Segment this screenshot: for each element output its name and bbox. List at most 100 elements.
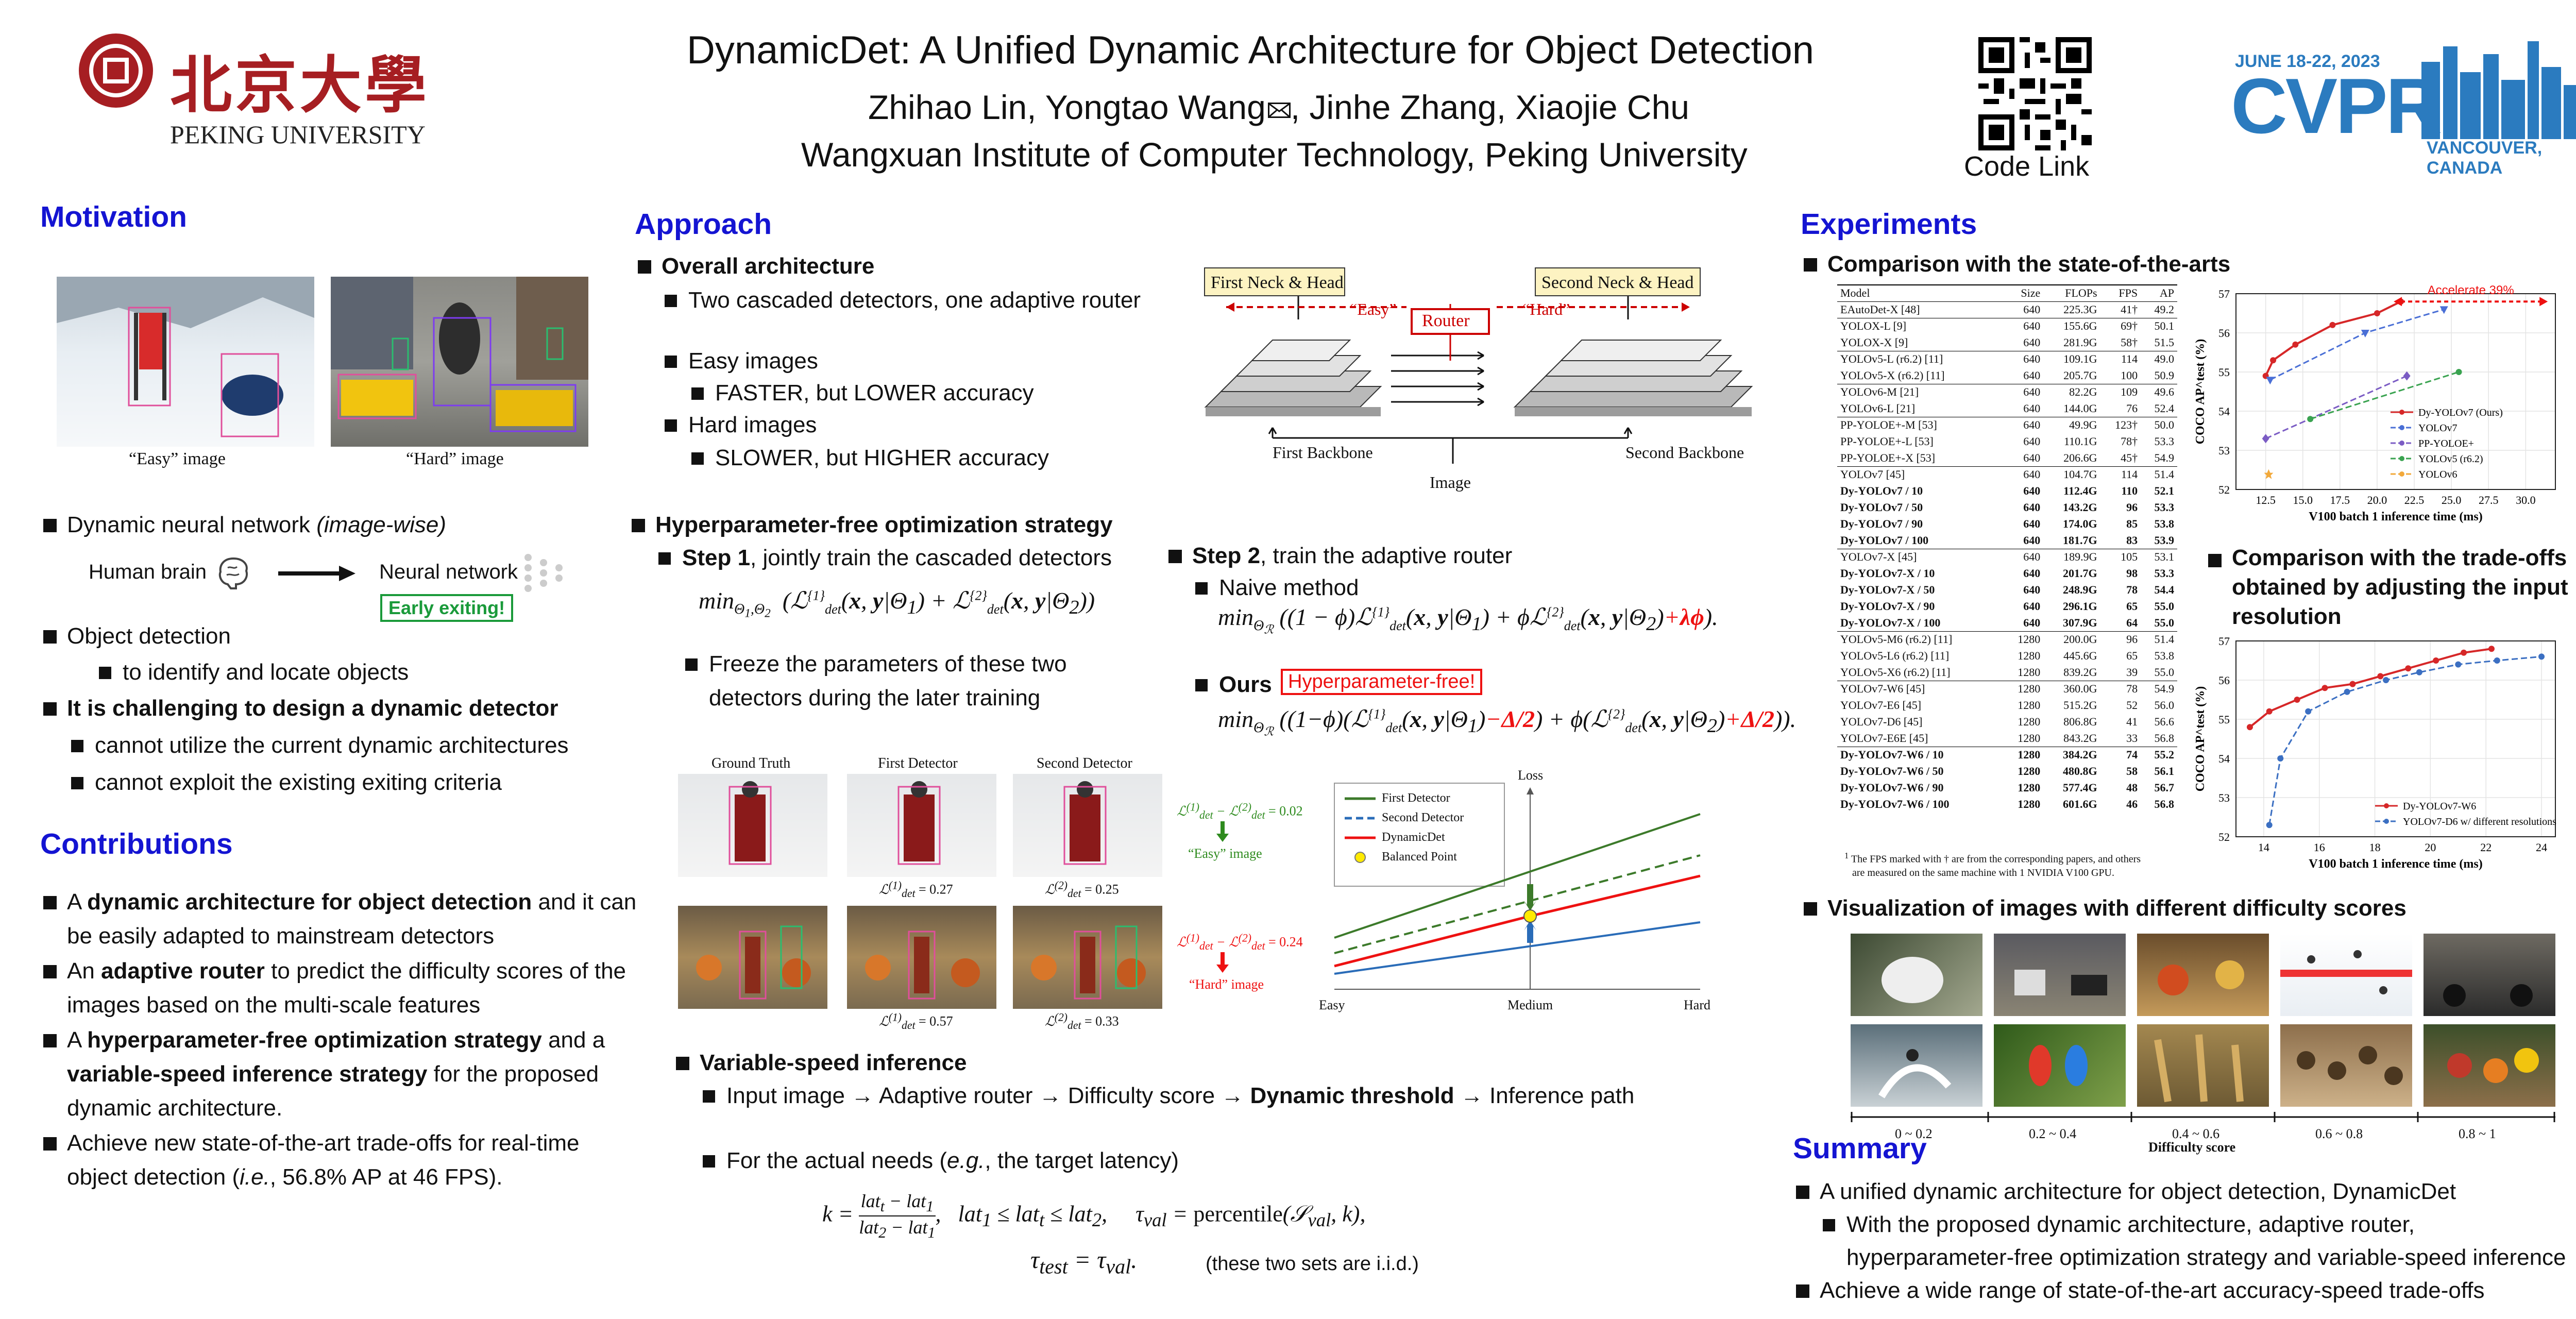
col-size: Size [2003, 284, 2044, 302]
easy-image-caption: “Easy” image [129, 449, 226, 468]
loss-diff-easy: ℒ(1)det − ℒ(2)det = 0.02 [1177, 801, 1303, 821]
table-cell: PP-YOLOE+-M [53] [1837, 416, 2003, 433]
approach-heading: Approach [635, 208, 772, 241]
contribution-2: An adaptive router to predict the diffic… [40, 954, 638, 1022]
table-cell: 384.2G [2043, 746, 2100, 763]
loss-legend-second: Second Detector [1382, 811, 1464, 824]
iid-note: (these two sets are i.i.d.) [1206, 1253, 1419, 1275]
summary-1b: hyperparameter-free optimization strateg… [1846, 1245, 2566, 1270]
table-cell: 50.1 [2141, 317, 2177, 334]
tradeoff-chart: 52 53 54 55 56 57 14 16 18 20 22 24 V100 batch 1 inf… [2179, 631, 2571, 878]
hyperparameter-free-badge: Hyperparameter-free! [1281, 669, 1483, 695]
table-cell: 56.1 [2154, 765, 2175, 777]
table-cell: 58† [2121, 335, 2138, 349]
tau-equation: τtest = τval. [1030, 1246, 1138, 1278]
table-cell: YOLOv7-E6E [45] [1840, 731, 1928, 745]
table-cell: 480.8G [2062, 765, 2097, 777]
contribution-1: A dynamic architecture for object detect… [40, 885, 638, 953]
data-point [2361, 330, 2369, 337]
table-cell: 640 [2023, 533, 2041, 547]
second-backbone-label: Second Backbone [1625, 443, 1744, 462]
y-tick-label: 53 [2218, 444, 2230, 457]
table-cell: 181.7G [2062, 533, 2097, 547]
table-cell: 55.0 [2154, 600, 2175, 613]
table-cell: EAutoDet-X [48] [1837, 301, 2003, 318]
data-point [2439, 306, 2448, 314]
x-tick-label: 17.5 [2330, 494, 2350, 506]
annotation-label: Accelerate 39% [2428, 283, 2514, 297]
code-link[interactable]: Code Link [1964, 151, 2090, 182]
table-row: Dy-YOLOv7 / 50 640 143.2G 96 53.3 [1837, 499, 2177, 516]
easy-image [57, 277, 314, 447]
col-fps: FPS [2100, 284, 2141, 302]
table-cell: 56.6 [2154, 715, 2175, 728]
table-cell: 360.0G [2043, 680, 2100, 697]
table-cell: 640 [2003, 383, 2044, 400]
table-cell: 52.4 [2154, 401, 2175, 415]
x-axis-label: V100 batch 1 inference time (ms) [2309, 857, 2482, 871]
x-axis-label: V100 batch 1 inference time (ms) [2309, 510, 2482, 523]
vsi-pipeline: Input image → Adaptive router → Difficul… [700, 1079, 1634, 1113]
plot-frame [2235, 293, 2556, 490]
table-cell: YOLOv7-X [45] [1837, 548, 2003, 565]
table-row: YOLOv7-W6 [45] 1280 360.0G 78 54.9 [1837, 680, 2177, 697]
y-tick-label: 55 [2218, 366, 2230, 379]
table-cell: YOLOv5-X (r6.2) [11] [1840, 368, 1945, 382]
y-tick-label: 54 [2218, 752, 2230, 765]
table-cell: YOLOv7-E6 [45] [1840, 699, 1922, 712]
table-cell: 225.3G [2043, 301, 2100, 318]
qr-code[interactable] [1978, 37, 2092, 150]
cvpr-logo: JUNE 18-22, 2023 CVPR VANCOUVER, CANADA [2231, 31, 2576, 178]
series-line [2265, 375, 2408, 439]
loss-first-easy: ℒ(1)det = 0.27 [879, 879, 953, 900]
table-cell: 39 [2126, 665, 2138, 679]
hard-image-tag: “Hard” image [1189, 977, 1264, 992]
x-tick-label: 22 [2480, 841, 2492, 854]
table-cell: Dy-YOLOv7-W6 / 100 [1840, 798, 1950, 810]
x-tick-label: 25.0 [2442, 494, 2462, 506]
naive-method: Naive method [1192, 571, 1359, 605]
table-cell: PP-YOLOE+-L [53] [1840, 435, 1934, 448]
loss-axis-label: Loss [1518, 768, 1544, 783]
table-cell: Dy-YOLOv7 / 10 [1840, 484, 1923, 497]
contribution-3: A hyperparameter-free optimization strat… [40, 1023, 638, 1125]
table-cell: 114 [2100, 350, 2141, 367]
table-cell: 50.0 [2141, 416, 2177, 433]
table-cell: 82.2G [2043, 383, 2100, 400]
table-cell: 1280 [2003, 746, 2044, 763]
loss-legend-first: First Detector [1382, 791, 1450, 805]
loss-diagram: First Detector Second Detector DynamicDe… [1319, 768, 1710, 1020]
table-cell: 109 [2100, 383, 2141, 400]
first-neck-head-label: First Neck & Head [1211, 273, 1344, 292]
table-cell: 49.6 [2141, 383, 2177, 400]
col-ap: AP [2141, 284, 2177, 302]
y-tick-label: 57 [2218, 288, 2230, 300]
neural-network-label: Neural network [379, 561, 518, 583]
loss-x-easy: Easy [1319, 997, 1345, 1012]
fd-hard-image [847, 906, 996, 1009]
table-cell: 49.0 [2141, 350, 2177, 367]
data-point [2374, 310, 2380, 316]
table-cell: 64 [2126, 616, 2138, 629]
diff-img-2b [1994, 1024, 2126, 1107]
table-row: YOLOv5-L (r6.2) [11] 640 109.1G 114 49.0 [1837, 350, 2177, 367]
table-cell: 53.8 [2154, 517, 2175, 530]
x-tick-label: 22.5 [2404, 494, 2425, 506]
early-exiting-badge: Early exiting! [380, 594, 514, 622]
table-cell: Dy-YOLOv7 / 100 [1840, 533, 1929, 547]
router-label: Router [1422, 311, 1470, 330]
summary-1a: With the proposed dynamic architecture, … [1820, 1208, 2415, 1242]
table-row: Dy-YOLOv7-W6 / 10 1280 384.2G 74 55.2 [1837, 746, 2177, 763]
easy-images: Easy images [662, 344, 818, 378]
table-row: YOLOX-L [9] 640 155.6G 69† 50.1 [1837, 317, 2177, 334]
data-point [2246, 724, 2253, 731]
table-cell: 445.6G [2063, 649, 2097, 662]
table-cell: 515.2G [2063, 699, 2097, 712]
table-cell: Dy-YOLOv7-X / 90 [1840, 600, 1935, 613]
table-row: YOLOv5-X6 (r6.2) [11] 1280 839.2G 39 55.0 [1837, 664, 2177, 681]
table-cell: 155.6G [2043, 317, 2100, 334]
table-cell: 52 [2126, 699, 2138, 712]
table-cell: Dy-YOLOv7 / 90 [1840, 517, 1923, 530]
table-cell: 640 [2023, 567, 2041, 580]
table-cell: 205.7G [2063, 368, 2097, 382]
